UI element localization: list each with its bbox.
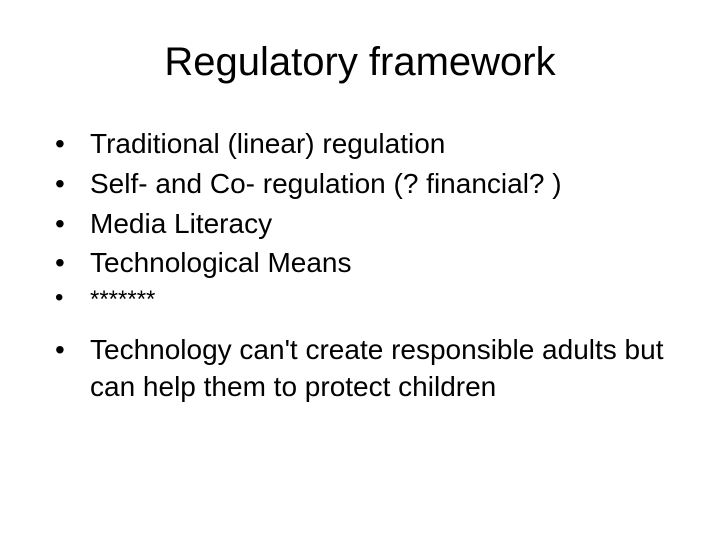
bullet-item: Technology can't create responsible adul… (50, 331, 670, 407)
slide: Regulatory framework Traditional (linear… (0, 0, 720, 540)
bullet-text: Traditional (linear) regulation (90, 128, 445, 159)
bullet-text: Technological Means (90, 247, 352, 278)
bullet-list: Traditional (linear) regulation Self- an… (50, 125, 670, 406)
bullet-text: Media Literacy (90, 208, 272, 239)
bullet-item: Media Literacy (50, 205, 670, 243)
bullet-text: ******* (90, 286, 155, 313)
bullet-text: Technology can't create responsible adul… (90, 334, 663, 403)
bullet-item-separator: ******* (50, 284, 670, 316)
bullet-item: Technological Means (50, 244, 670, 282)
slide-title: Regulatory framework (50, 40, 670, 85)
bullet-item: Traditional (linear) regulation (50, 125, 670, 163)
bullet-item: Self- and Co- regulation (? financial? ) (50, 165, 670, 203)
bullet-text: Self- and Co- regulation (? financial? ) (90, 168, 562, 199)
